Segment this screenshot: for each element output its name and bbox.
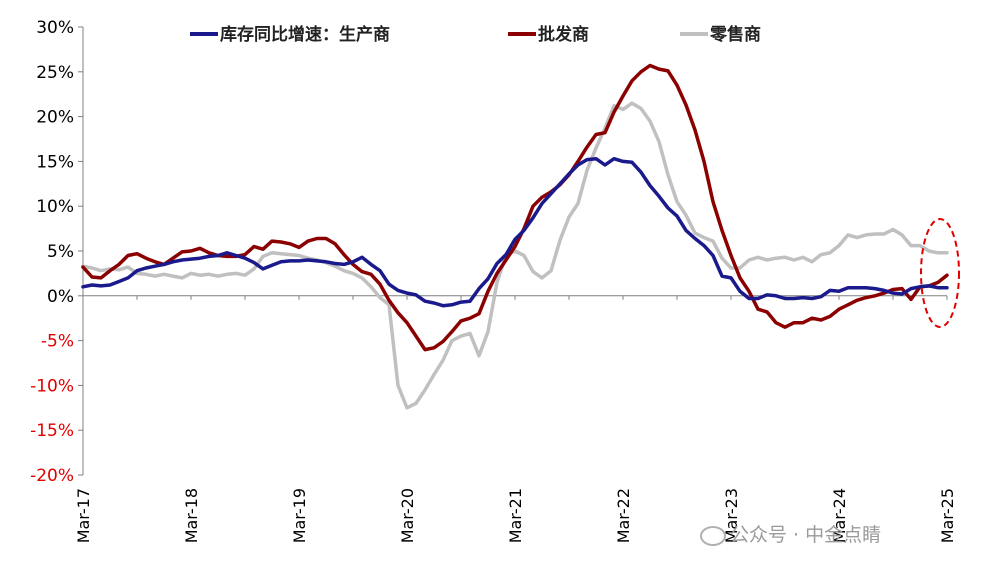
x-tick-label: Mar-18 — [182, 488, 201, 543]
series-line-1 — [81, 63, 949, 352]
wechat-icon — [700, 525, 726, 546]
x-tick-label: Mar-25 — [938, 488, 957, 543]
y-tick-label: 5% — [47, 242, 74, 262]
y-tick-label: -15% — [30, 421, 74, 441]
series-line-0 — [81, 156, 949, 308]
legend-label-0: 库存同比增速：生产商 — [220, 24, 390, 45]
y-tick-label: -5% — [41, 332, 74, 352]
legend-label-1: 批发商 — [538, 24, 589, 45]
series-line-2 — [81, 101, 949, 410]
x-tick-label: Mar-24 — [830, 488, 849, 543]
y-tick-label: 10% — [36, 197, 74, 217]
y-tick-label: 0% — [47, 287, 74, 307]
x-tick-label: Mar-23 — [722, 488, 741, 543]
y-tick-label: -20% — [30, 466, 74, 486]
x-tick-label: Mar-19 — [290, 488, 309, 543]
x-tick-label: Mar-20 — [398, 488, 417, 543]
y-tick-label: 20% — [36, 108, 74, 128]
y-tick-label: 30% — [36, 18, 74, 38]
x-tick-label: Mar-21 — [506, 488, 525, 543]
series-lines — [81, 63, 949, 410]
y-axis: -20% -15% -10% -5% 0% 5% 10% 15% 20% 25% 30% — [30, 18, 84, 486]
x-tick-label: Mar-22 — [614, 488, 633, 543]
watermark: 公众号 · 中金点睛 — [700, 520, 881, 547]
y-tick-label: 25% — [36, 63, 74, 83]
y-tick-label: -10% — [30, 376, 74, 396]
highlight-ellipse — [920, 218, 960, 328]
legend-label-2: 零售商 — [709, 24, 761, 45]
y-tick-label: 15% — [36, 152, 74, 172]
legend: 库存同比增速：生产商 批发商 零售商 — [190, 24, 761, 45]
x-axis: Mar-17 Mar-18 Mar-19 Mar-20 Mar-21 Mar-22 Mar-… — [74, 295, 957, 543]
x-tick-label: Mar-17 — [74, 488, 93, 543]
